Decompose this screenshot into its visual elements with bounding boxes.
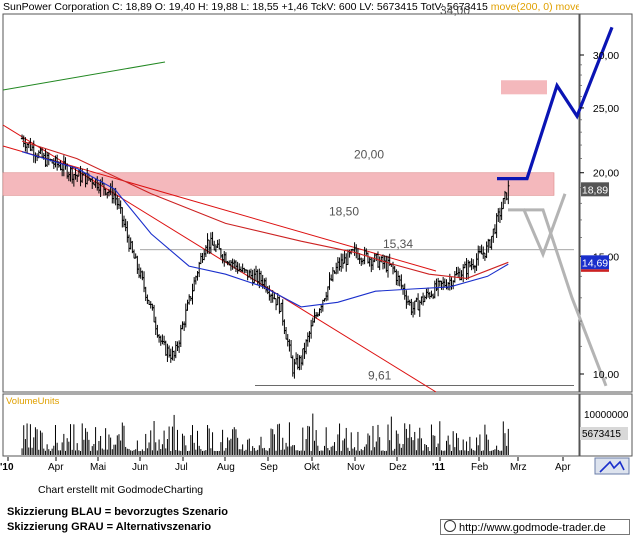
time-tick-label: Apr [48, 462, 64, 473]
volume-current-marker [580, 427, 628, 440]
ma-value-marker [581, 255, 609, 270]
target-zone [501, 80, 547, 95]
ma50-line [21, 151, 509, 308]
time-axis-panel [3, 457, 579, 474]
time-tick-label: Dez [389, 462, 407, 473]
time-tick-label: Jun [132, 462, 148, 473]
website-url: http://www.godmode-trader.de [459, 522, 606, 534]
blue-scenario-path [497, 26, 614, 181]
trend-line-red-shallow [2, 145, 437, 272]
time-tick-label: Mrz [510, 462, 527, 473]
time-tick-label: Mai [90, 462, 106, 473]
indicator-names: move(200, 0) move(50, 0 [490, 1, 579, 13]
globe-icon [444, 520, 456, 532]
price-tick-label: 20,00 [593, 168, 619, 180]
time-tick-label: Jul [175, 462, 188, 473]
current-price-label: 18,89 [582, 184, 608, 196]
drawing-tool-icon[interactable] [594, 457, 630, 475]
current-price-marker [581, 182, 609, 197]
volume-current-label: 5673415 [582, 429, 621, 440]
price-tick-label: 30,00 [593, 50, 619, 62]
website-link[interactable]: http://www.godmode-trader.de [440, 519, 630, 535]
ma200-line [21, 140, 509, 279]
time-tick-label: Sep [260, 462, 278, 473]
legend-grey-scenario: Skizzierung GRAU = Alternativszenario [7, 521, 212, 533]
stock-chart: 34,00 20,00 18,50 15,34 9,61 30,00 25,00 20,00… [0, 4, 633, 475]
level-label: 9,61 [368, 369, 392, 383]
resistance-zone [2, 172, 555, 196]
level-label: 15,34 [383, 237, 413, 251]
grey-scenario-path-1 [508, 193, 567, 259]
volume-panel-title: VolumeUnits [6, 396, 60, 407]
scenario-legend: Skizzierung BLAU = bevorzugtes Szenario … [3, 506, 235, 536]
time-tick-label: Feb [471, 462, 489, 473]
chart-credit: Chart erstellt mit GodmodeCharting [38, 484, 204, 496]
ma-value-label: 14,69 [582, 257, 608, 269]
chart-header: SunPower Corporation C: 18,89 O: 19,40 H… [3, 1, 579, 14]
grey-scenario-path-2 [524, 208, 608, 387]
time-tick-label: Okt [304, 462, 320, 473]
time-tick-label: Apr [555, 462, 571, 473]
price-tick-label: 10,00 [593, 369, 619, 381]
time-tick-label: Nov [347, 462, 365, 473]
level-label: 18,50 [329, 204, 359, 218]
time-tick-label: '10 [0, 462, 14, 473]
symbol-name: SunPower Corporation [3, 1, 110, 13]
level-label: 20,00 [354, 148, 384, 162]
level-label: 34,00 [440, 4, 470, 18]
time-tick-label: Aug [217, 462, 235, 473]
volume-axis-label: 10000000 [584, 410, 629, 421]
price-panel-frame [2, 13, 580, 393]
time-tick-label: '11 [432, 462, 445, 473]
trend-line-green [2, 61, 166, 91]
quote-values: C: 18,89 O: 19,40 H: 19,88 L: 18,55 +1,4… [112, 1, 488, 13]
price-bar [507, 180, 510, 205]
legend-blue-scenario: Skizzierung BLAU = bevorzugtes Szenario [7, 506, 228, 518]
volume-axis-panel [579, 393, 633, 457]
price-tick-label: 25,00 [593, 103, 619, 115]
